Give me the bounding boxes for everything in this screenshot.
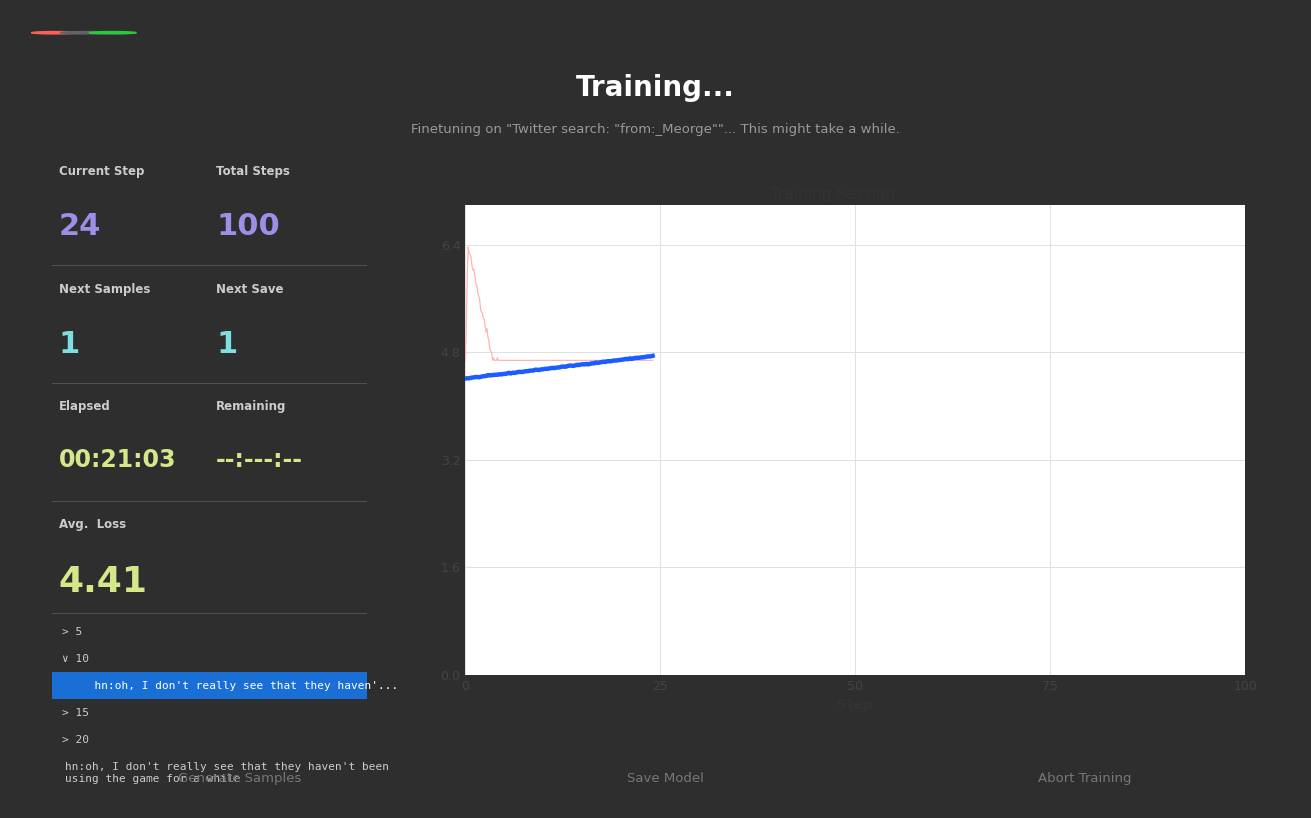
Text: > 15: > 15 <box>62 708 89 718</box>
Text: Abort Training: Abort Training <box>1038 772 1131 785</box>
Text: ∨ 10: ∨ 10 <box>62 654 89 664</box>
Text: 1: 1 <box>59 330 80 359</box>
Text: Current Step: Current Step <box>59 165 144 178</box>
Text: Training...: Training... <box>576 74 735 102</box>
Text: hn:oh, I don't really see that they haven'...: hn:oh, I don't really see that they have… <box>81 681 399 691</box>
Text: Save Model: Save Model <box>627 772 704 785</box>
Text: Total Steps: Total Steps <box>216 165 290 178</box>
Circle shape <box>31 32 79 34</box>
Text: Next Save: Next Save <box>216 283 283 295</box>
Text: Remaining: Remaining <box>216 401 286 413</box>
Text: > 5: > 5 <box>62 627 83 637</box>
Text: Avg.  Loss: Avg. Loss <box>59 519 126 531</box>
Text: > 20: > 20 <box>62 735 89 745</box>
Text: hn:oh, I don't really see that they haven't been
using the game for a while: hn:oh, I don't really see that they have… <box>66 762 389 784</box>
Legend: Loss, Average Loss: Loss, Average Loss <box>745 242 920 266</box>
Circle shape <box>60 32 108 34</box>
X-axis label: Step: Step <box>838 699 873 712</box>
Text: Next Samples: Next Samples <box>59 283 149 295</box>
FancyBboxPatch shape <box>52 672 367 699</box>
Text: Elapsed: Elapsed <box>59 401 110 413</box>
Text: 00:21:03: 00:21:03 <box>59 447 176 472</box>
Text: 100: 100 <box>216 212 279 241</box>
Text: Training Session: Training Session <box>771 187 894 202</box>
Text: --:---:--: --:---:-- <box>216 447 303 472</box>
Text: Generate Samples: Generate Samples <box>177 772 302 785</box>
Text: Finetuning on "Twitter search: "from:_Meorge""... This might take a while.: Finetuning on "Twitter search: "from:_Me… <box>412 123 899 136</box>
Text: 24: 24 <box>59 212 101 241</box>
Text: 4.41: 4.41 <box>59 565 148 600</box>
Circle shape <box>89 32 136 34</box>
Text: 1: 1 <box>216 330 237 359</box>
